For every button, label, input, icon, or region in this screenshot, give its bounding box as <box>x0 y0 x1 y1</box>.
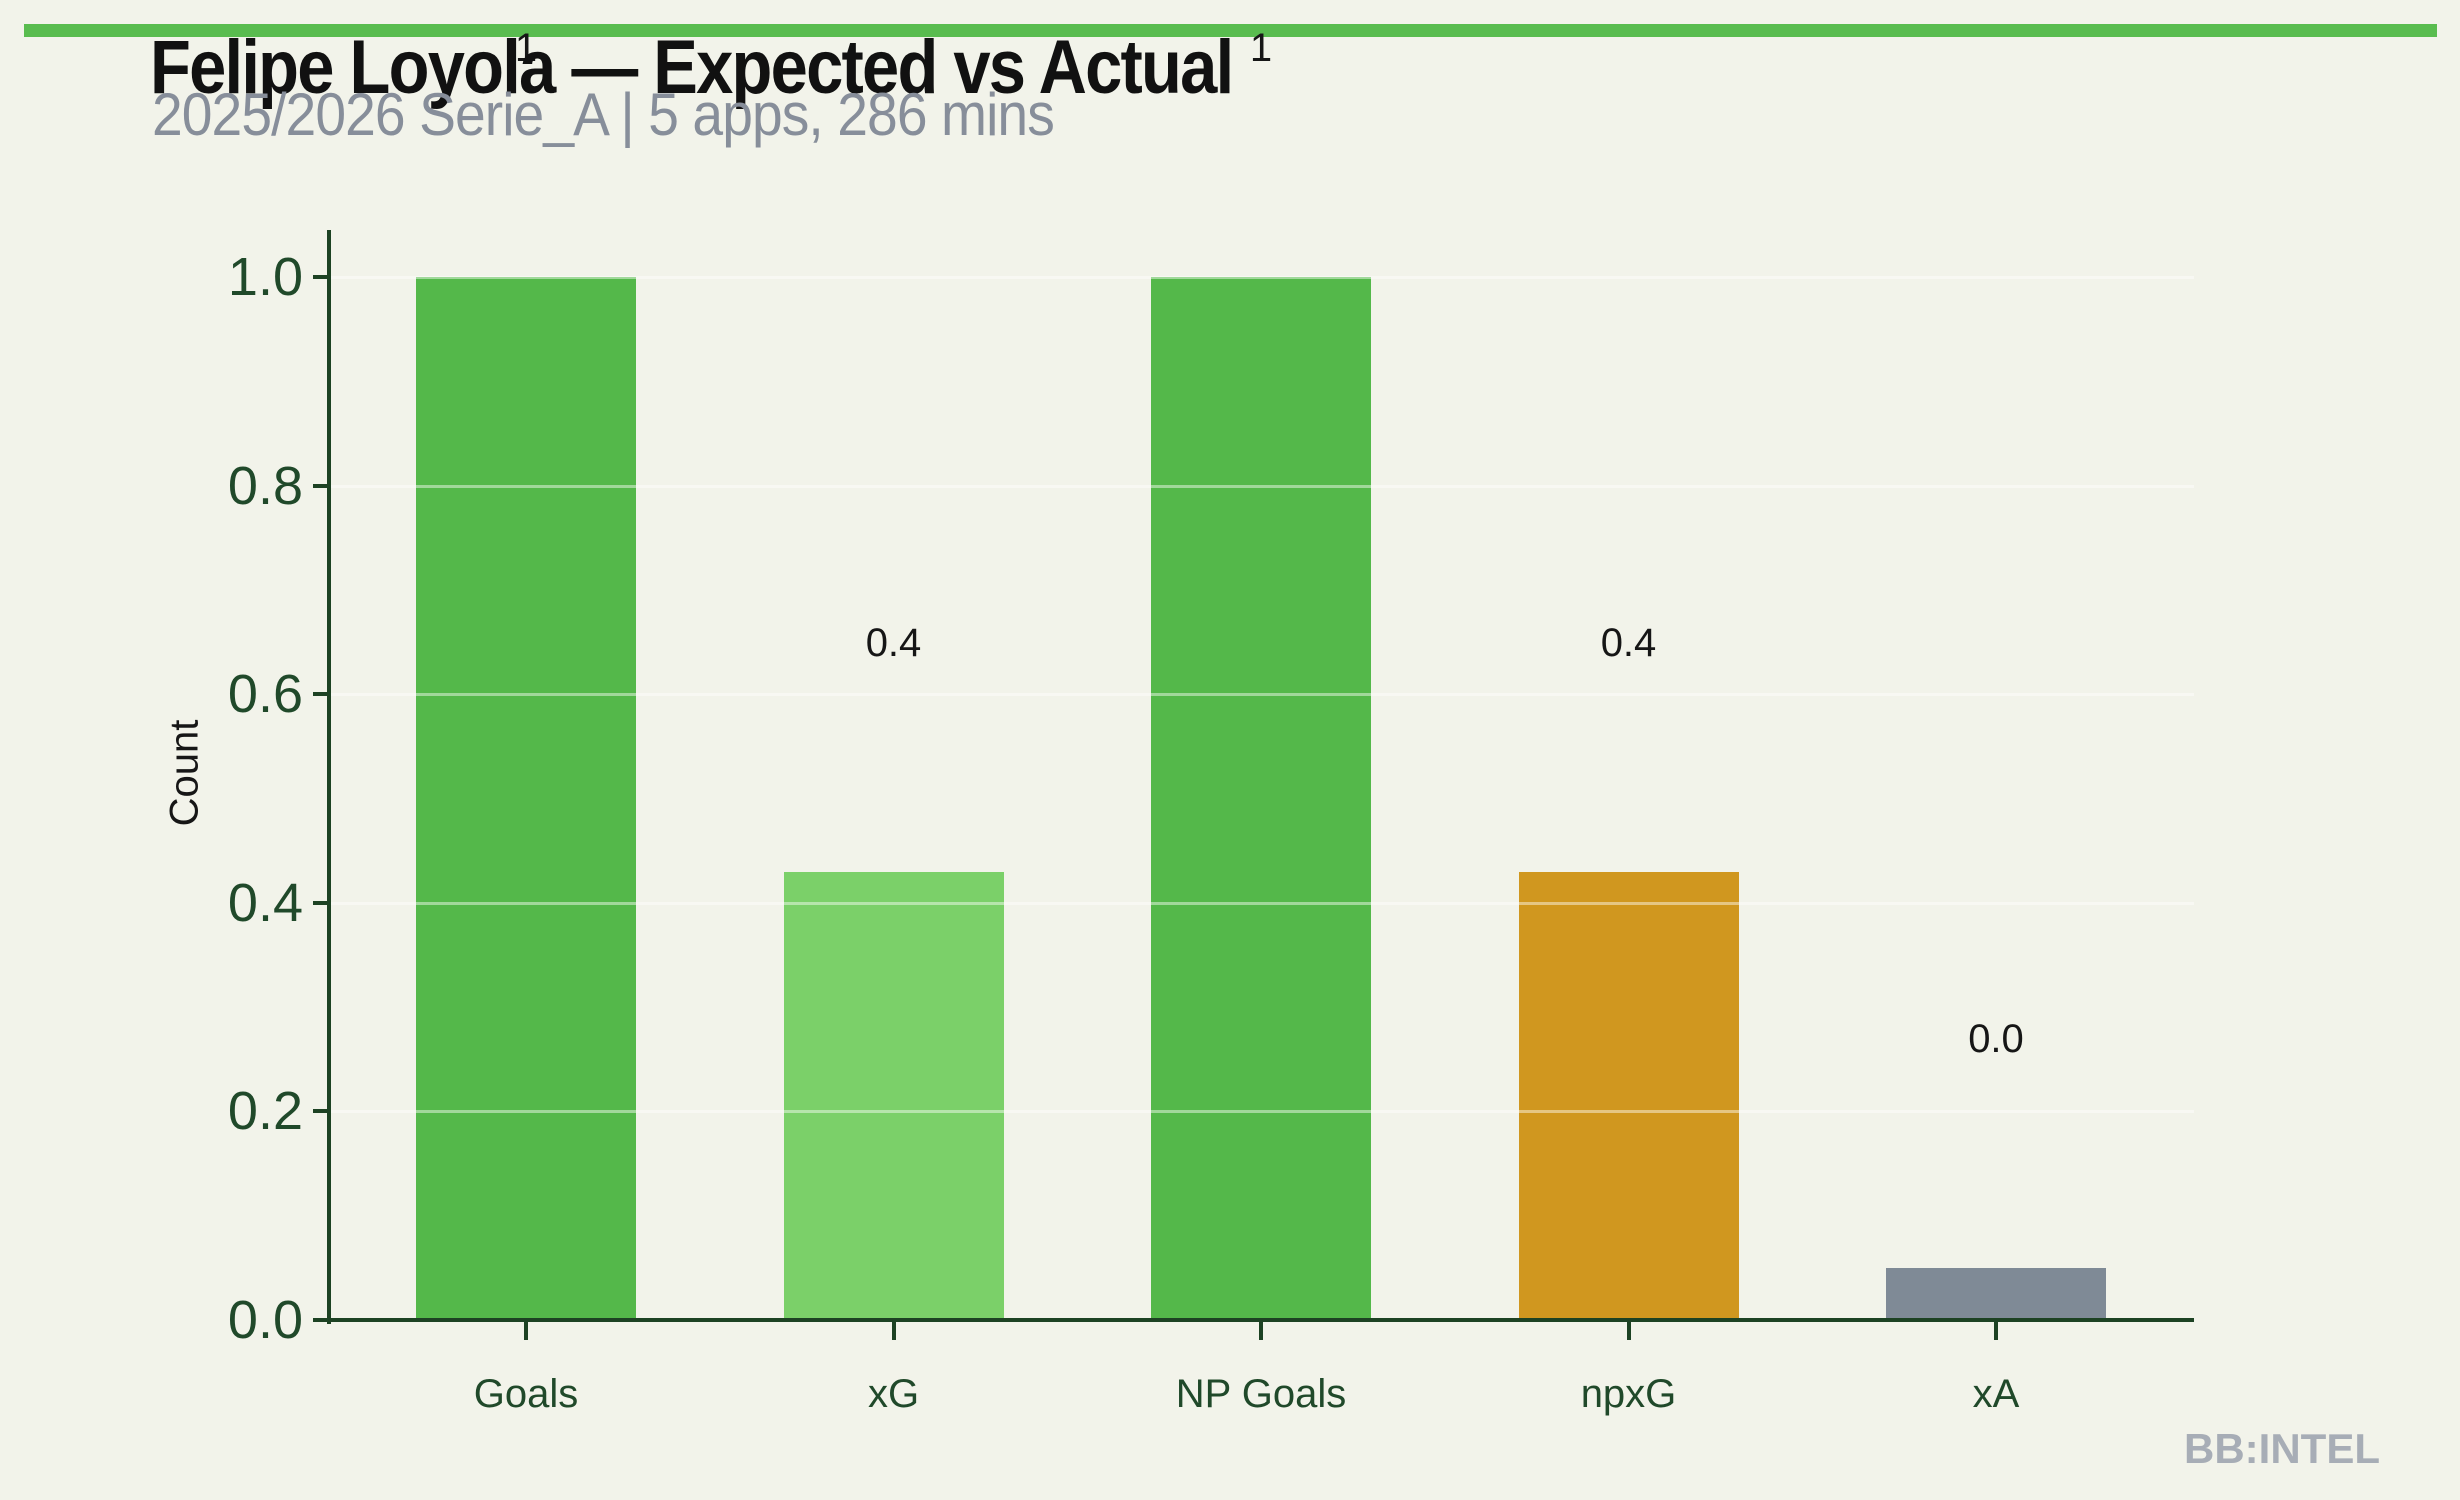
x-tick-label: xA <box>1972 1372 2020 1416</box>
y-tick-mark <box>313 1109 331 1113</box>
chart-subtitle: 2025/2026 Serie_A | 5 apps, 286 mins <box>152 81 1055 148</box>
x-axis-spine <box>327 1318 2194 1322</box>
x-tick-mark <box>891 1322 896 1340</box>
value-label: 0.4 <box>865 621 922 665</box>
x-tick-label: xG <box>867 1372 920 1416</box>
y-tick-mark <box>313 692 331 696</box>
watermark: BB:INTEL <box>2184 1425 2380 1472</box>
y-tick-label: 1.0 <box>227 247 303 307</box>
gridline <box>331 902 2194 905</box>
gridline <box>331 276 2194 279</box>
gridline <box>331 693 2194 696</box>
y-axis-spine <box>327 230 331 1324</box>
x-tick-mark <box>1626 1322 1631 1340</box>
y-tick-label: 0.6 <box>227 664 303 724</box>
y-tick-mark <box>313 901 331 905</box>
y-tick-label: 0.4 <box>227 873 303 933</box>
x-tick-mark <box>1259 1322 1263 1340</box>
bar-npxg <box>1518 872 1739 1320</box>
x-tick-label: Goals <box>473 1372 579 1416</box>
bar-xg <box>783 872 1004 1320</box>
y-tick-mark <box>313 275 331 279</box>
x-tick-label: npxG <box>1580 1372 1677 1416</box>
chart-title: Felipe Loyola — Expected vs Actual <box>150 25 1234 110</box>
bar-xa <box>1886 1268 2106 1320</box>
x-tick-mark <box>1994 1322 1998 1340</box>
y-tick-label: 0.0 <box>227 1290 303 1350</box>
value-label: 0.4 <box>1600 621 1657 665</box>
value-label: 1 <box>1249 26 1273 70</box>
y-tick-mark <box>313 1318 331 1322</box>
bar-goals <box>416 277 636 1320</box>
gridline <box>331 485 2194 488</box>
x-tick-label: NP Goals <box>1175 1372 1347 1416</box>
y-tick-mark <box>313 484 331 488</box>
value-label: 1 <box>514 26 538 70</box>
y-axis-title: Count <box>162 719 207 827</box>
y-tick-label: 0.2 <box>227 1081 303 1141</box>
gridline <box>331 1110 2194 1113</box>
accent-strip <box>24 24 2437 37</box>
value-label: 0.0 <box>1968 1017 2024 1061</box>
y-tick-label: 0.8 <box>227 456 303 516</box>
x-tick-mark <box>524 1322 528 1340</box>
bar-np-goals <box>1151 277 1371 1320</box>
